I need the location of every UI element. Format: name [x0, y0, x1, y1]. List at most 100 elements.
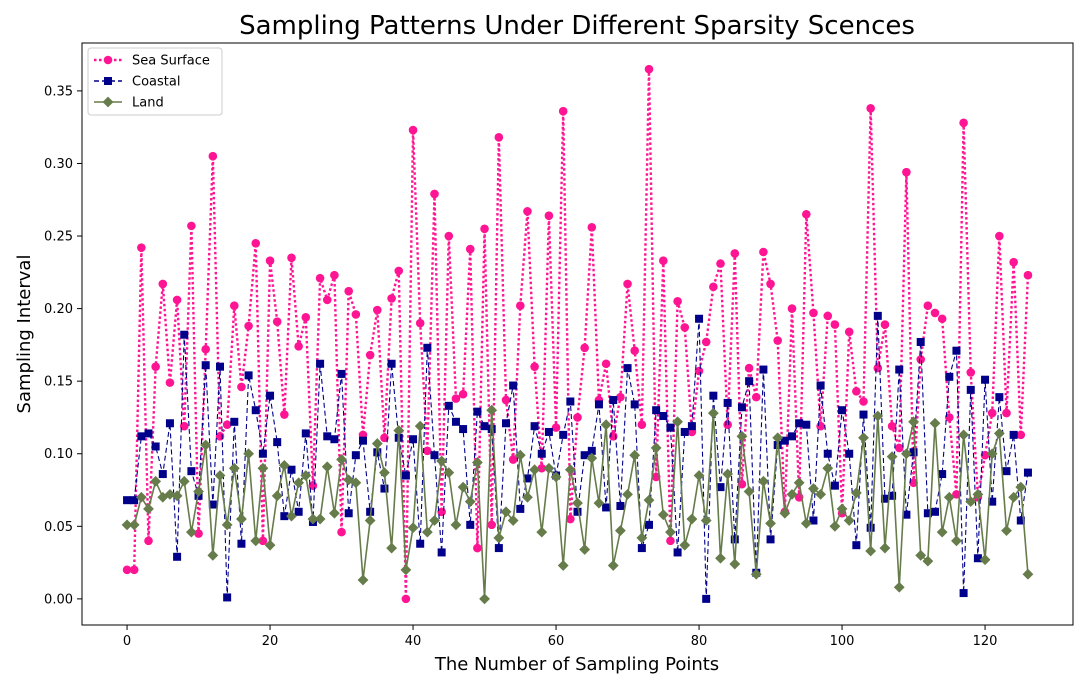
sea-surface-point — [265, 256, 275, 266]
coastal-point — [666, 423, 675, 432]
coastal-point — [244, 371, 253, 380]
sea-surface-point — [730, 249, 740, 258]
sea-surface-point — [666, 536, 675, 546]
plot-frame — [81, 42, 1074, 626]
legend-label: Coastal — [132, 75, 180, 90]
land-point — [886, 451, 898, 463]
legend-box — [87, 47, 223, 116]
coastal-point — [430, 451, 439, 460]
land-point — [779, 507, 791, 519]
land-point — [436, 455, 448, 467]
sea-surface-point — [380, 433, 389, 443]
sea-surface-point — [258, 536, 268, 546]
coastal-point — [273, 438, 282, 447]
land-point — [207, 549, 219, 561]
land-point — [901, 448, 912, 460]
y-tick-label: 0.20 — [44, 302, 73, 317]
sea-surface-point — [673, 297, 682, 306]
sea-surface-point — [423, 446, 432, 456]
sea-surface-point — [580, 343, 589, 353]
land-point — [493, 532, 505, 544]
sea-surface-point — [301, 313, 311, 322]
sea-surface-point — [458, 389, 468, 399]
land-point — [236, 513, 247, 525]
sea-surface-point — [1016, 430, 1026, 440]
coastal-point — [137, 432, 146, 441]
coastal-point — [745, 377, 754, 386]
land-point — [772, 432, 784, 444]
coastal-point — [702, 594, 711, 603]
sea-surface-point — [966, 368, 976, 377]
land-point — [793, 477, 805, 489]
sea-surface-point — [244, 321, 253, 331]
land-point — [579, 544, 591, 555]
land-point — [700, 515, 712, 526]
coastal-point — [294, 507, 303, 516]
coastal-point — [1002, 467, 1011, 476]
sea-surface-point — [616, 392, 625, 402]
sea-surface-point — [122, 565, 132, 575]
legend-label: Land — [132, 96, 164, 111]
coastal-point — [716, 483, 725, 492]
land-point — [679, 539, 691, 551]
land-point — [829, 520, 841, 532]
sea-surface-point — [129, 565, 139, 575]
land-point — [743, 486, 755, 497]
sea-surface-point — [387, 294, 396, 303]
land-point — [178, 475, 190, 487]
land-point — [615, 525, 626, 537]
land-point — [958, 429, 970, 441]
sea-surface-point — [315, 273, 325, 283]
sea-surface-point — [659, 256, 668, 266]
land-point — [800, 518, 812, 529]
sea-surface-point — [887, 421, 897, 431]
land-point — [121, 519, 133, 531]
coastal-point — [1009, 430, 1018, 439]
sea-surface-point — [251, 238, 261, 248]
x-tick-label: 120 — [973, 634, 998, 649]
land-point — [564, 464, 576, 476]
land-point — [707, 407, 719, 419]
land-point — [350, 477, 362, 489]
sea-surface-point — [980, 450, 990, 460]
coastal-point — [988, 497, 997, 506]
land-point — [250, 535, 262, 547]
coastal-point — [973, 554, 982, 563]
land-point — [522, 491, 533, 503]
sea-surface-point — [744, 363, 754, 373]
land-point — [164, 488, 176, 500]
sea-surface-point — [587, 223, 597, 232]
coastal-point — [266, 391, 275, 400]
sea-surface-point — [873, 363, 883, 373]
land-point — [815, 488, 827, 500]
sea-surface-point — [716, 259, 725, 268]
sea-surface-point — [544, 211, 554, 221]
sea-surface-point — [494, 133, 504, 142]
sea-surface-point — [365, 350, 375, 360]
sea-surface-point — [830, 320, 840, 329]
x-tick-label: 60 — [548, 634, 565, 649]
x-tick-label: 0 — [123, 634, 131, 649]
land-point — [393, 425, 405, 436]
sea-surface-point — [723, 420, 732, 430]
sea-surface-point — [194, 529, 203, 538]
sea-surface-point — [280, 410, 289, 419]
y-tick-label: 0.00 — [44, 592, 73, 607]
land-point — [314, 513, 326, 525]
land-point — [328, 507, 340, 519]
land-point — [414, 420, 426, 432]
sea-surface-point — [237, 382, 246, 392]
coastal-point — [351, 451, 360, 460]
legend-marker — [104, 77, 112, 85]
land-point — [786, 488, 798, 500]
sea-surface-point — [709, 282, 718, 292]
coastal-point — [165, 419, 174, 428]
coastal-point — [144, 429, 153, 438]
coastal-point — [130, 496, 139, 505]
legend-marker — [103, 55, 113, 65]
land-point — [850, 487, 862, 499]
sea-surface-point — [530, 362, 539, 371]
coastal-point — [838, 406, 847, 415]
coastal-point — [730, 535, 739, 544]
coastal-point — [180, 330, 189, 339]
